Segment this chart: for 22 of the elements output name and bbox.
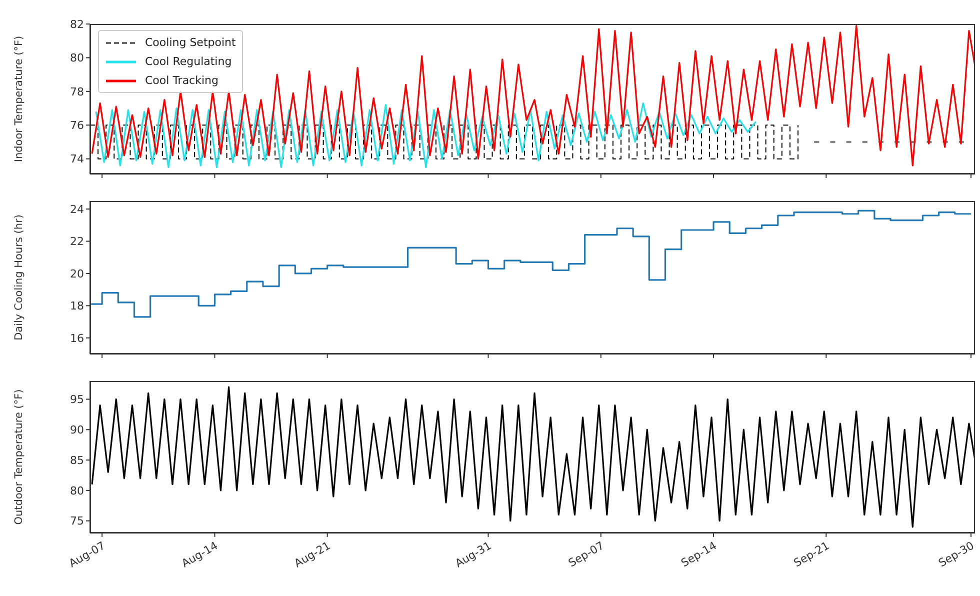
y-tick-label: 16 xyxy=(70,332,84,345)
legend-label: Cooling Setpoint xyxy=(145,36,236,49)
y-tick-label: 80 xyxy=(70,52,84,65)
y-tick-label: 74 xyxy=(70,152,84,166)
y-tick-label: 78 xyxy=(70,85,84,98)
y-tick-label: 85 xyxy=(70,454,84,467)
y-tick-label: 24 xyxy=(70,202,84,216)
y-axis-title: Outdoor Temperature (°F) xyxy=(13,389,25,525)
legend-label: Cool Regulating xyxy=(145,55,232,68)
y-tick-label: 22 xyxy=(70,235,84,248)
y-tick-label: 18 xyxy=(70,300,84,313)
y-axis-title: Indoor Temperature (°F) xyxy=(13,36,25,162)
y-tick-label: 80 xyxy=(70,484,84,498)
y-axis-title: Daily Cooling Hours (hr) xyxy=(13,214,25,340)
y-tick-label: 95 xyxy=(70,393,84,406)
y-tick-label: 82 xyxy=(70,18,84,31)
y-tick-label: 20 xyxy=(70,267,84,280)
y-tick-label: 75 xyxy=(70,514,84,528)
y-tick-label: 90 xyxy=(70,424,84,437)
legend-label: Cool Tracking xyxy=(145,74,218,87)
y-tick-label: 76 xyxy=(70,119,84,132)
line-series xyxy=(95,102,757,168)
